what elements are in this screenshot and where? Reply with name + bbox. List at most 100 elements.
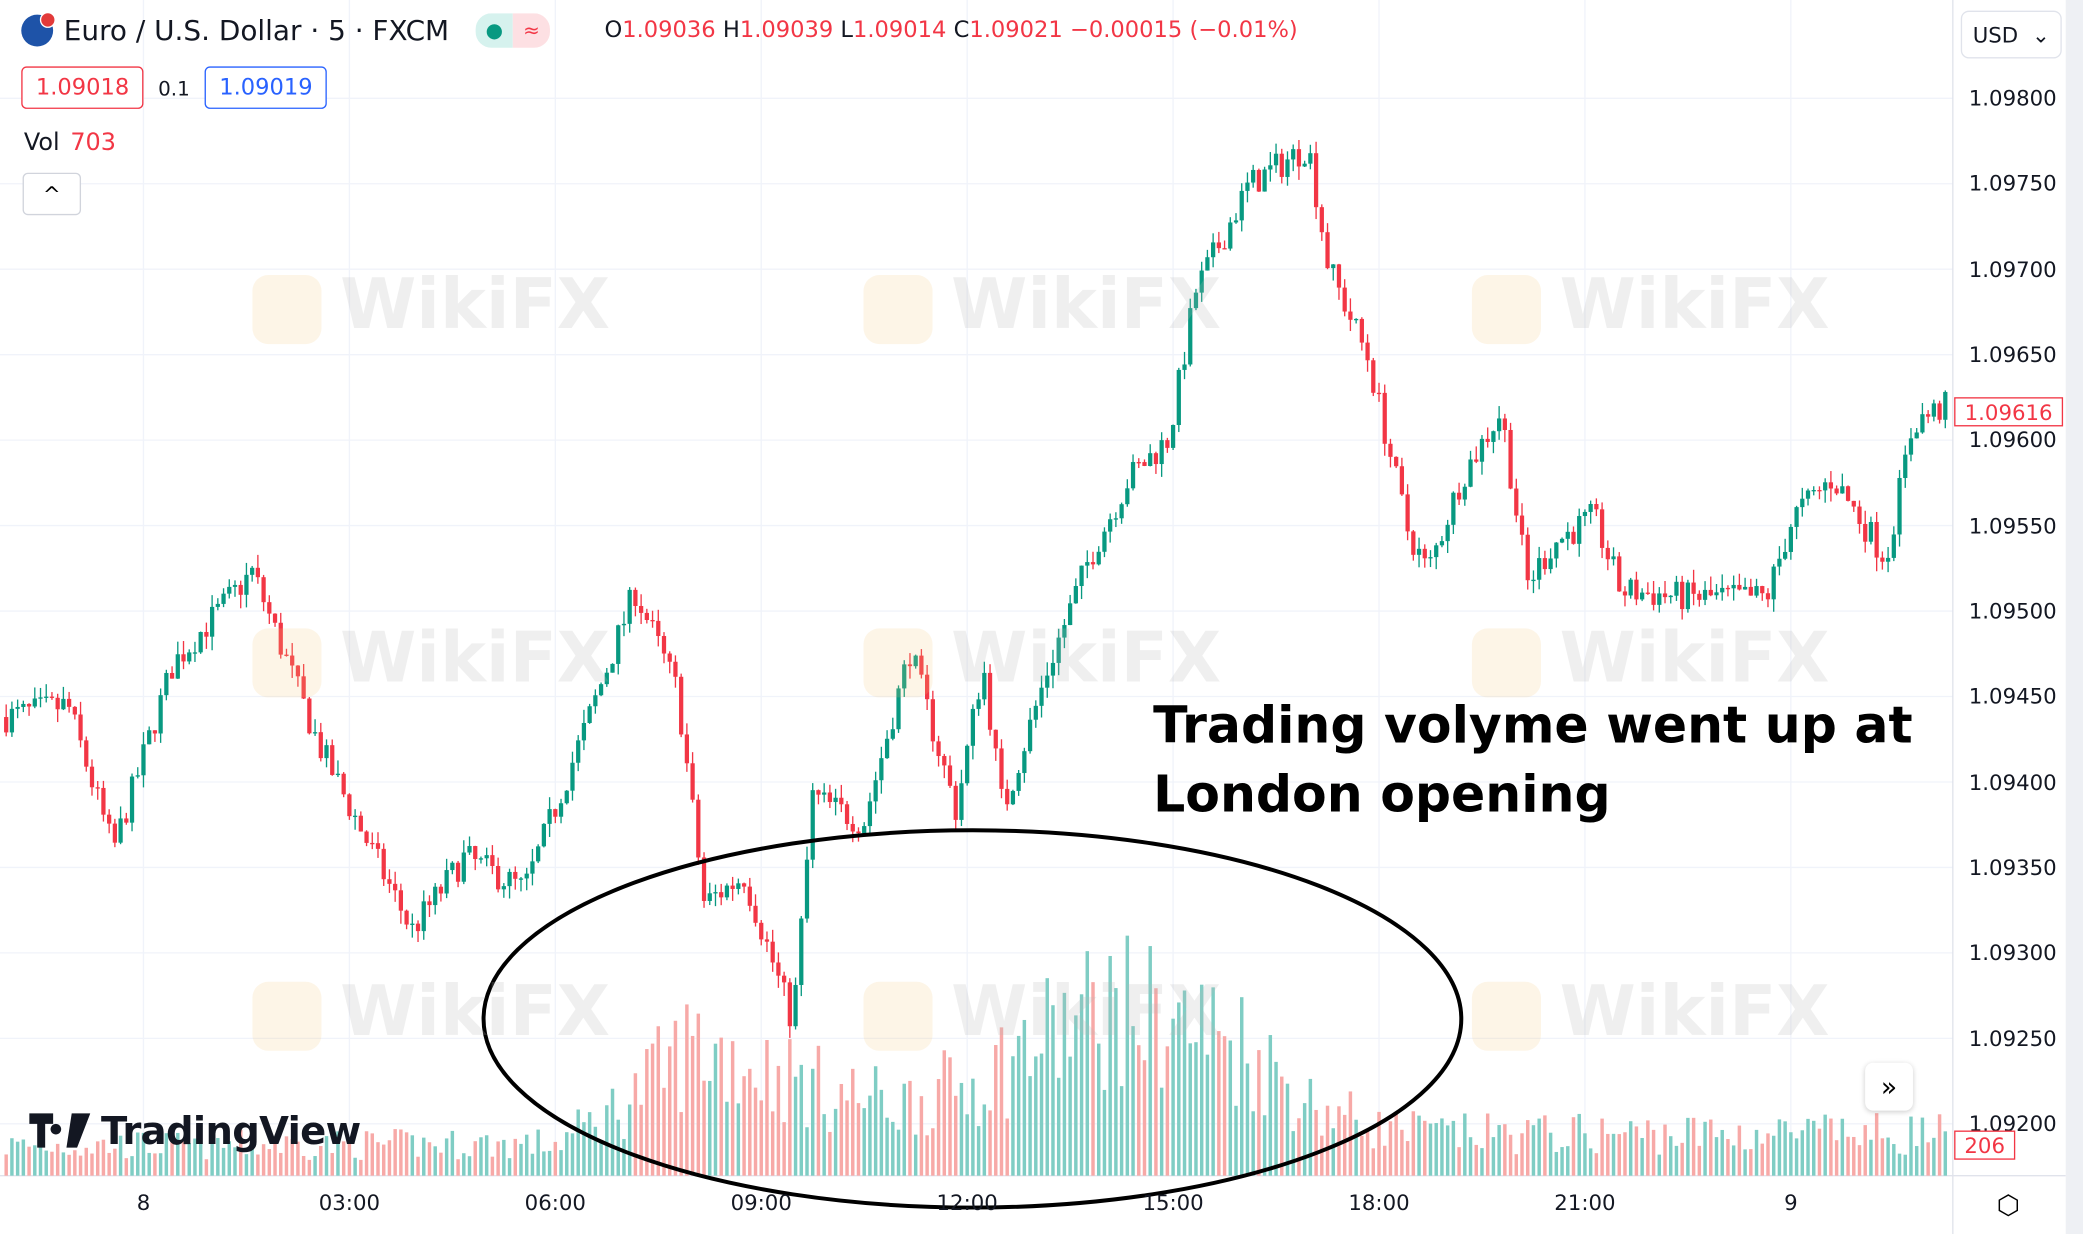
candle-body [1874, 521, 1879, 558]
candle-body [1680, 581, 1685, 610]
candle-body [461, 852, 466, 882]
candle-body [1405, 494, 1410, 532]
candle-body [1788, 526, 1793, 552]
market-status[interactable]: ● ≈ [475, 13, 551, 48]
symbol-title[interactable]: Euro / U.S. Dollar · 5 · FXCM [63, 14, 450, 47]
candle-body [942, 756, 947, 766]
candle-body [1811, 490, 1816, 492]
sell-button[interactable]: 1.09018 [21, 66, 144, 109]
candle-body [26, 703, 32, 707]
buy-button[interactable]: 1.09019 [204, 66, 328, 109]
candle-body [358, 815, 363, 832]
volume-bar [782, 1122, 786, 1176]
volume-bar [1583, 1133, 1587, 1176]
currency-select[interactable]: USD ⌄ [1960, 10, 2062, 59]
candle-body [1737, 584, 1742, 590]
chart-settings-icon[interactable]: ⬡ [1996, 1188, 2020, 1221]
volume-bar [1411, 1111, 1416, 1176]
volume-bar [147, 1152, 151, 1176]
volume-bar [467, 1156, 472, 1176]
volume-bar [879, 1089, 884, 1176]
candle-body [570, 762, 575, 791]
wikifx-logo-icon [1471, 981, 1542, 1051]
candle-body [850, 823, 855, 832]
scroll-to-realtime-button[interactable]: » [1865, 1062, 1913, 1111]
candle-body [810, 790, 815, 860]
volume-bar [519, 1143, 523, 1176]
volume-bar [1526, 1120, 1530, 1176]
volume-bar [1932, 1137, 1936, 1176]
volume-bar [67, 1154, 71, 1176]
candle-body [209, 606, 215, 637]
volume-bar [301, 1155, 306, 1176]
candle-body [1594, 504, 1599, 510]
candle-body [1170, 424, 1176, 448]
wikifx-logo-icon [252, 628, 322, 698]
volume-bar [1159, 1087, 1164, 1176]
candle-body [38, 697, 43, 699]
right-frame [2065, 0, 2083, 1234]
volume-bar [965, 1114, 969, 1176]
volume-bar [679, 1112, 683, 1176]
price-tick-label: 1.09400 [1968, 769, 2057, 795]
wikifx-watermark: WikiFX [252, 972, 610, 1052]
candle-body [335, 773, 341, 776]
candle-body [1645, 592, 1650, 594]
candle-body [44, 696, 49, 698]
volume-bar [1154, 988, 1158, 1176]
candle-body [169, 672, 175, 679]
volume-bar [336, 1131, 340, 1176]
candle-body [724, 885, 730, 898]
candle-body [1628, 579, 1633, 596]
candle-body [1868, 521, 1874, 542]
candle-body [15, 706, 20, 709]
volume-bar [725, 1101, 729, 1176]
candle-body [1148, 453, 1153, 466]
volume-bar [496, 1141, 500, 1176]
volume-bar [427, 1142, 432, 1176]
candle-body [152, 730, 158, 734]
candle-body [1617, 556, 1622, 592]
candle-body [593, 695, 598, 707]
candle-body [478, 858, 484, 860]
volume-bar [1405, 1141, 1410, 1176]
candle-body [1256, 169, 1262, 192]
volume-bar [1588, 1148, 1593, 1176]
candle-body [913, 655, 918, 667]
wikifx-logo-icon [863, 628, 933, 698]
candle-body [1805, 490, 1811, 499]
candle-body [1182, 364, 1187, 370]
candle-body [621, 623, 627, 626]
candle-body [1863, 523, 1868, 542]
volume-bar [1114, 988, 1118, 1176]
candle-body [1394, 456, 1399, 467]
volume-bar [364, 1131, 369, 1176]
candle-body [530, 861, 535, 874]
volume-bar [330, 1152, 334, 1176]
volume-bar [1731, 1145, 1736, 1176]
candle-body [833, 797, 838, 803]
wikifx-watermark: WikiFX [863, 619, 1221, 699]
candle-body [987, 672, 993, 730]
volume-bar [95, 1141, 100, 1176]
volume-bar [1451, 1120, 1456, 1176]
tradingview-logo[interactable]: TradingView [29, 1108, 361, 1153]
volume-bar [1897, 1153, 1902, 1176]
volume-bar [913, 1134, 918, 1176]
wikifx-watermark: WikiFX [1471, 266, 1830, 345]
candle-body [1268, 165, 1273, 170]
collapse-legend-button[interactable]: ^ [22, 172, 82, 216]
candle-body [164, 672, 169, 696]
candle-body [776, 962, 781, 976]
volume-bar [908, 1080, 912, 1176]
volume-bar [1714, 1137, 1719, 1176]
candle-body [1165, 440, 1170, 448]
candle-body [484, 855, 489, 859]
volume-bar [891, 1121, 895, 1176]
volume-bar [976, 1126, 981, 1176]
candle-body [1456, 492, 1462, 500]
price-tick-label: 1.09500 [1968, 598, 2057, 624]
candle-body [1382, 392, 1387, 444]
